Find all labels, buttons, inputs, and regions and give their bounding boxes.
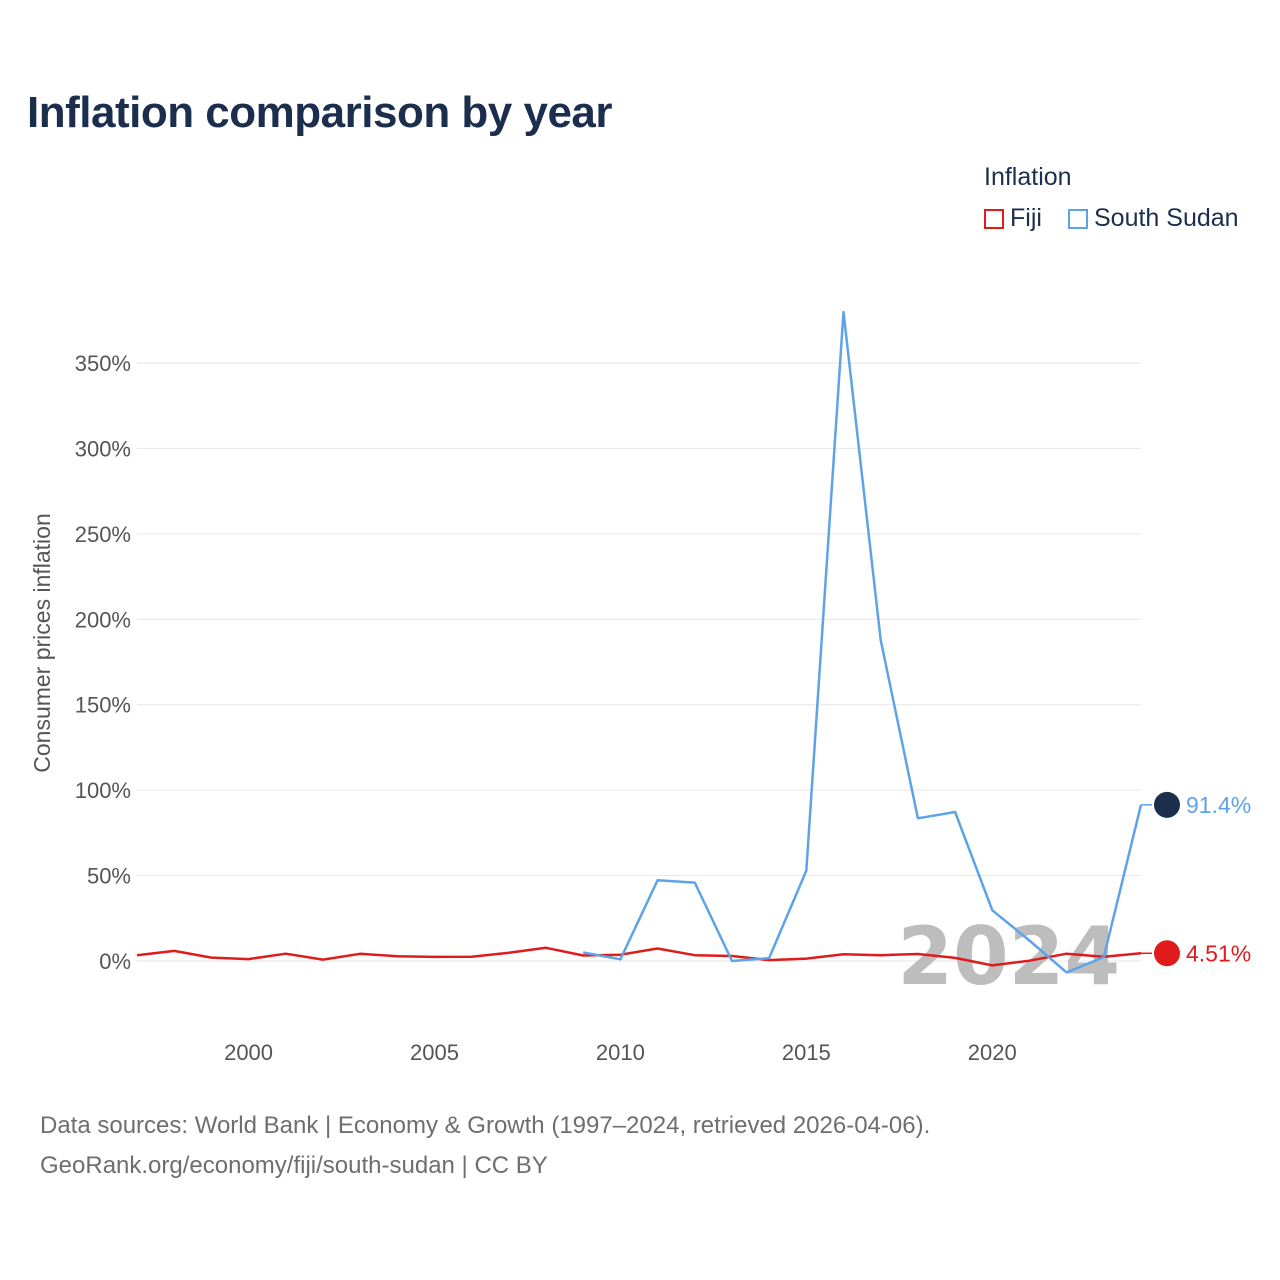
data-point <box>841 309 847 315</box>
end-label-fiji: 4.51% <box>1186 940 1251 966</box>
y-axis-title: Consumer prices inflation <box>29 513 55 773</box>
series-line-south-sudan <box>582 310 1143 974</box>
y-tick-label: 350% <box>75 351 131 376</box>
data-point <box>580 949 586 955</box>
data-point <box>692 952 698 958</box>
legend-label-south-sudan: South Sudan <box>1094 204 1239 232</box>
chart-title: Inflation comparison by year <box>27 88 613 137</box>
data-point <box>134 952 140 958</box>
data-point <box>989 907 995 913</box>
data-point <box>989 962 995 968</box>
data-point <box>692 880 698 886</box>
data-point <box>171 948 177 954</box>
data-point <box>283 951 289 957</box>
x-tick-label: 2015 <box>782 1040 831 1065</box>
data-point <box>1064 969 1070 975</box>
legend-swatch-south-sudan <box>1068 208 1088 229</box>
y-tick-label: 100% <box>75 778 131 803</box>
y-tick-label: 50% <box>87 864 131 889</box>
y-tick-label: 200% <box>75 607 131 632</box>
data-point <box>431 954 437 960</box>
data-point <box>1026 958 1032 964</box>
attribution-text: GeoRank.org/economy/fiji/south-sudan | C… <box>40 1152 548 1179</box>
legend-title: Inflation <box>984 163 1072 191</box>
data-point <box>1026 937 1032 943</box>
x-tick-label: 2010 <box>596 1040 645 1065</box>
data-point <box>357 951 363 957</box>
data-point <box>469 954 475 960</box>
legend-label-fiji: Fiji <box>1010 204 1042 232</box>
y-tick-label: 300% <box>75 436 131 461</box>
data-point <box>543 945 549 951</box>
data-source-text: Data sources: World Bank | Economy & Gro… <box>40 1112 931 1139</box>
data-point <box>952 809 958 815</box>
data-point <box>655 877 661 883</box>
data-point <box>803 956 809 962</box>
end-label-south-sudan: 91.4% <box>1186 792 1251 818</box>
legend-swatch-fiji <box>984 208 1004 229</box>
data-point <box>915 951 921 957</box>
data-point <box>915 815 921 821</box>
data-point <box>394 953 400 959</box>
series-lines <box>134 309 1143 975</box>
data-point <box>246 956 252 962</box>
x-tick-labels: 2000 2005 2010 2015 2020 <box>224 1040 1017 1065</box>
legend-item-south-sudan[interactable]: South Sudan <box>1068 204 1239 233</box>
x-tick-label: 2005 <box>410 1040 459 1065</box>
y-tick-label: 150% <box>75 693 131 718</box>
data-point <box>952 955 958 961</box>
data-point <box>878 637 884 643</box>
end-markers: 4.51% 91.4% <box>1141 791 1251 967</box>
y-tick-label: 0% <box>99 949 131 974</box>
flag-icon-fiji <box>1154 940 1180 967</box>
legend-item-fiji[interactable]: Fiji <box>984 204 1042 233</box>
x-tick-label: 2020 <box>968 1040 1017 1065</box>
data-point <box>878 952 884 958</box>
data-point <box>320 957 326 963</box>
series-line-fiji <box>136 946 1142 967</box>
data-point <box>617 956 623 962</box>
footer: Data sources: World Bank | Economy & Gro… <box>40 1106 930 1186</box>
data-point <box>655 946 661 952</box>
data-point <box>506 950 512 956</box>
data-point <box>729 958 735 964</box>
y-tick-label: 250% <box>75 522 131 547</box>
data-point <box>766 955 772 961</box>
grid-lines <box>137 362 1141 962</box>
data-point <box>841 951 847 957</box>
data-point <box>1101 954 1107 960</box>
data-point <box>208 955 214 961</box>
data-point <box>1064 951 1070 957</box>
x-tick-label: 2000 <box>224 1040 273 1065</box>
data-point <box>803 868 809 874</box>
flag-icon-south-sudan <box>1154 791 1180 818</box>
y-tick-labels: 0% 50% 100% 150% 200% 250% 300% 350% <box>75 351 131 974</box>
